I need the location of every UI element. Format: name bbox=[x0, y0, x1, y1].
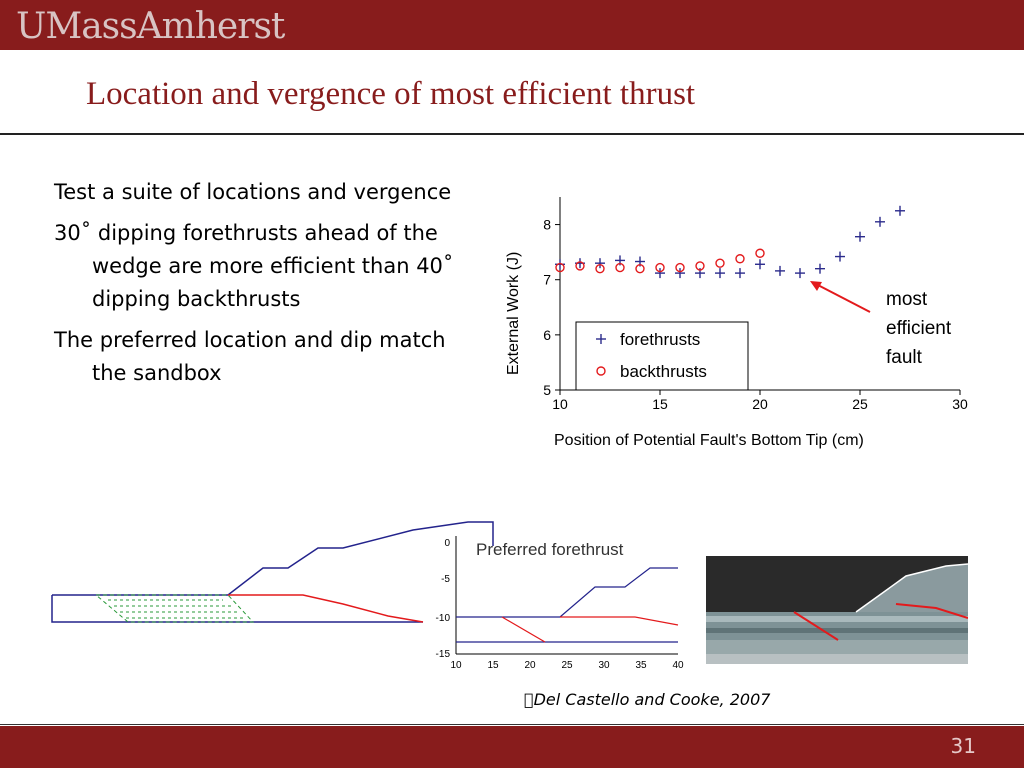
bullet-item: Test a suite of locations and vergence bbox=[54, 180, 452, 204]
forethrust-point bbox=[795, 268, 805, 279]
umass-logo: UMassAmherst bbox=[16, 6, 285, 47]
profile-xtick: 25 bbox=[561, 660, 573, 671]
forethrust-point bbox=[735, 268, 745, 279]
forethrust-point bbox=[815, 263, 825, 274]
backthrust-point bbox=[575, 261, 585, 271]
chart-y-tick-label: 7 bbox=[543, 272, 551, 288]
forethrust-point bbox=[895, 205, 905, 216]
profile-xtick: 30 bbox=[598, 660, 610, 671]
annotation-arrowhead-icon bbox=[810, 281, 822, 291]
profile-xtick: 20 bbox=[524, 660, 536, 671]
chart-y-tick-label: 5 bbox=[543, 382, 551, 398]
wedge-model-figure bbox=[51, 521, 494, 623]
backthrust-point bbox=[595, 263, 605, 274]
backthrust-point bbox=[615, 262, 625, 273]
legend-label: forethrusts bbox=[620, 330, 700, 349]
annotation-line-1: most bbox=[886, 289, 928, 310]
forethrust-point bbox=[715, 268, 725, 279]
forethrust-point bbox=[675, 268, 685, 279]
annotation-line-3: fault bbox=[886, 347, 923, 368]
backthrust-point bbox=[715, 258, 725, 268]
slide-title: Location and vergence of most efficient … bbox=[86, 76, 696, 112]
chart-y-tick-label: 8 bbox=[543, 217, 551, 233]
work-chart-svg: 10 15 20 25 30 5 6 7 8 forethrusts backthrusts Ex… bbox=[505, 197, 968, 449]
backthrust-point bbox=[695, 261, 705, 271]
forethrust-point bbox=[595, 258, 605, 269]
sandbox-photo bbox=[706, 556, 968, 664]
forethrust-point bbox=[775, 265, 785, 276]
chart-legend-box bbox=[575, 321, 749, 391]
forethrust-profile-figure: Preferred forethrust 0 -5 -10 -15 10 15 … bbox=[436, 536, 684, 671]
legend-backthrust-marker bbox=[596, 366, 606, 376]
footer-divider bbox=[0, 724, 1024, 725]
backthrust-point bbox=[675, 262, 685, 273]
profile-xtick: 15 bbox=[487, 660, 499, 671]
footer-bar: 31 bbox=[0, 726, 1024, 768]
profile-xtick: 35 bbox=[635, 660, 647, 671]
forethrust-point bbox=[835, 251, 845, 262]
chart-x-tick-label: 10 bbox=[552, 396, 568, 412]
chart-x-tick-label: 30 bbox=[952, 396, 968, 412]
backthrust-point bbox=[735, 254, 745, 264]
work-chart: 10 15 20 25 30 5 6 7 8 forethrusts backthrusts Ex… bbox=[500, 185, 980, 469]
bullet-list: Test a suite of locations and vergence 3… bbox=[54, 176, 464, 398]
profile-xtick: 10 bbox=[450, 660, 462, 671]
chart-ylabel: External Work (J) bbox=[505, 252, 522, 375]
profile-ytick: 0 bbox=[444, 538, 450, 549]
chart-marks bbox=[555, 205, 905, 279]
forethrust-point bbox=[855, 231, 865, 242]
profile-xtick: 40 bbox=[672, 660, 684, 671]
backthrust-point bbox=[655, 262, 665, 273]
backthrust-point bbox=[635, 263, 645, 274]
annotation-arrow-line bbox=[813, 282, 871, 313]
legend-label: backthrusts bbox=[620, 362, 707, 381]
chart-xlabel: Position of Potential Fault's Bottom Tip… bbox=[554, 432, 864, 449]
citation:  Del Castello and Cooke, 2007 bbox=[524, 690, 771, 709]
bullet-item: The preferred location and dip match the… bbox=[54, 328, 446, 385]
profile-title: Preferred forethrust bbox=[476, 540, 624, 559]
backthrust-point bbox=[755, 248, 765, 258]
chart-y-tick-label: 6 bbox=[543, 327, 551, 343]
profile-ytick: -15 bbox=[436, 649, 451, 660]
bullet-item: 30˚ dipping forethrusts ahead of the wed… bbox=[54, 221, 454, 311]
annotation-line-2: efficient bbox=[886, 318, 952, 339]
title-divider bbox=[0, 133, 1024, 135]
forethrust-point bbox=[655, 268, 665, 279]
chart-x-tick-label: 20 bbox=[752, 396, 768, 412]
chart-x-tick-label: 25 bbox=[852, 396, 868, 412]
chart-x-tick-label: 15 bbox=[652, 396, 668, 412]
page-number: 31 bbox=[950, 734, 976, 758]
chart-legend: forethrusts backthrusts bbox=[596, 330, 707, 381]
profile-ytick: -10 bbox=[436, 613, 451, 624]
forethrust-point bbox=[875, 216, 885, 227]
forethrust-point bbox=[755, 259, 765, 270]
header-bar: UMassAmherst bbox=[0, 0, 1024, 50]
legend-forethrust-marker bbox=[596, 334, 606, 344]
profile-ytick: -5 bbox=[441, 574, 450, 585]
backthrust-point bbox=[555, 262, 565, 273]
